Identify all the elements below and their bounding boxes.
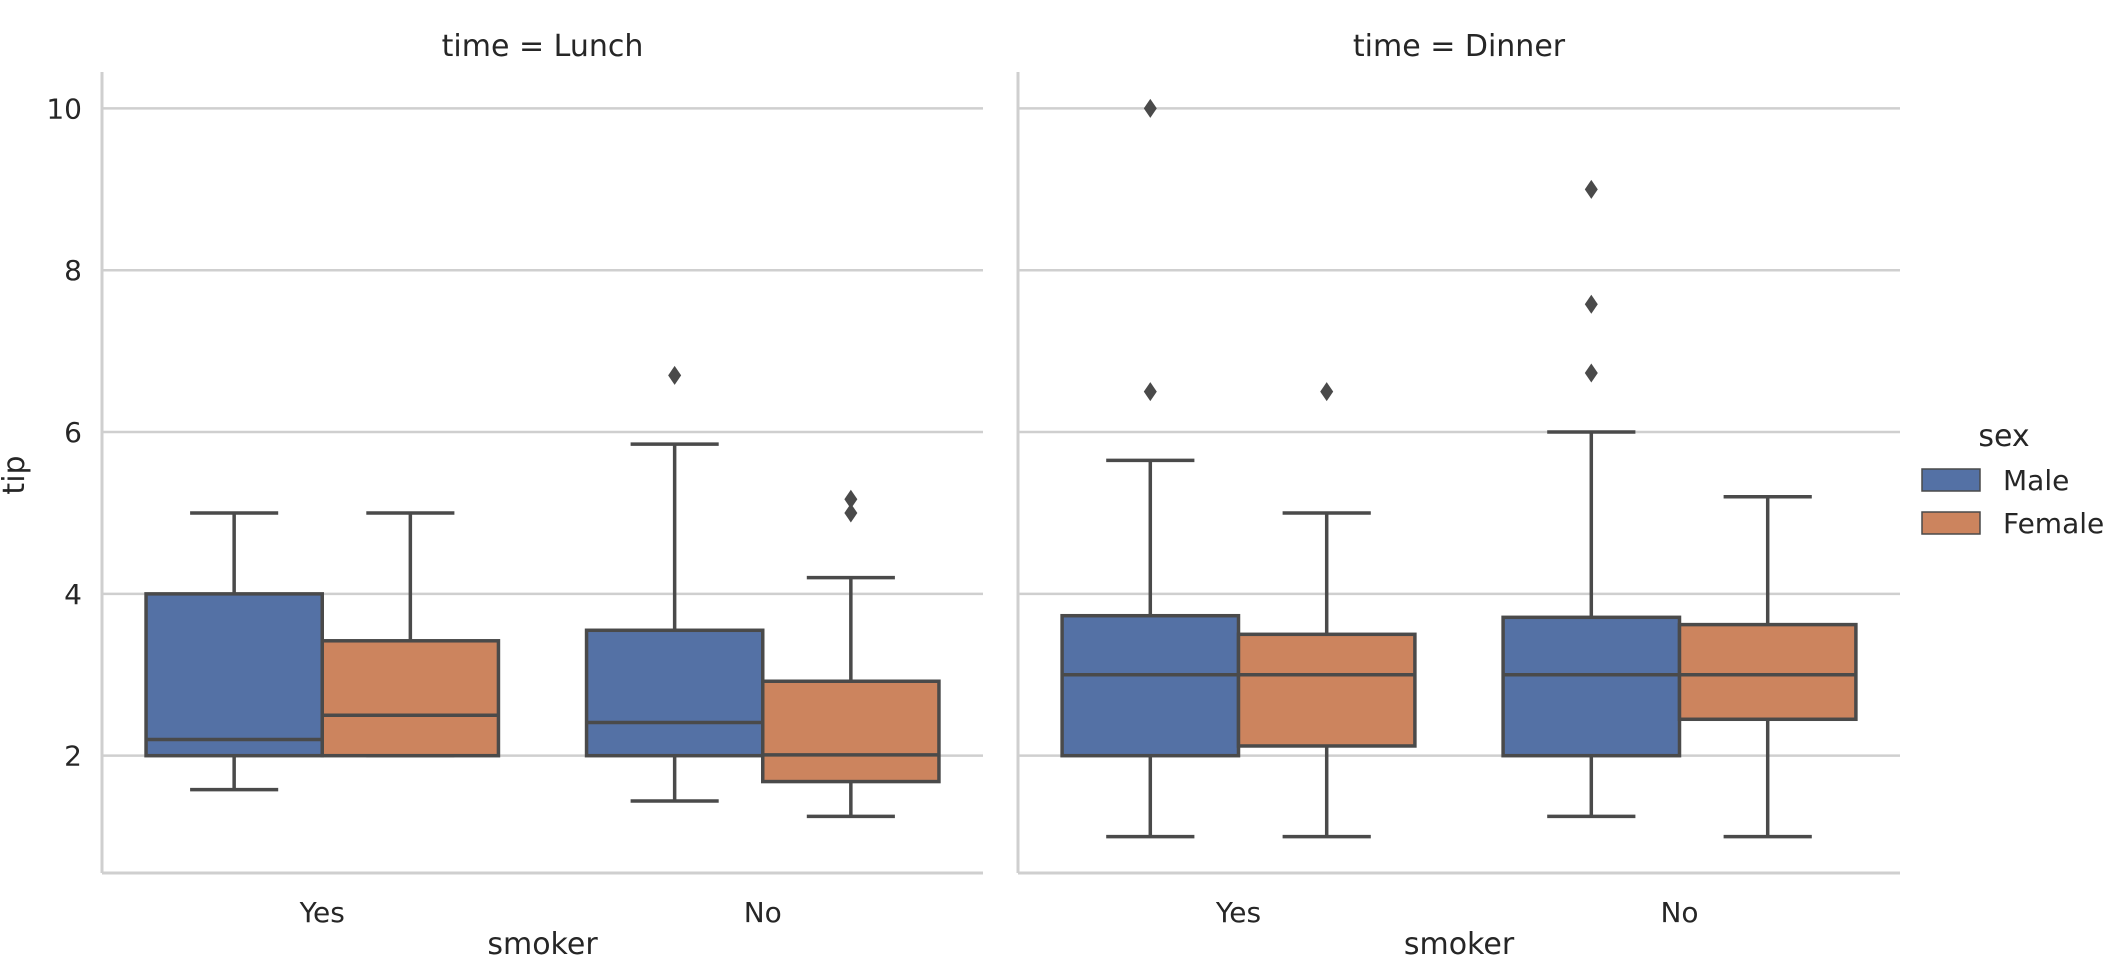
x-tick-label: No bbox=[1660, 896, 1698, 929]
box-male-no bbox=[1501, 179, 1682, 819]
x-axis-label: smoker bbox=[1404, 927, 1515, 960]
outlier-point bbox=[1584, 294, 1598, 314]
box-male-yes bbox=[1060, 98, 1241, 839]
box-male-no bbox=[584, 365, 765, 803]
outlier-point bbox=[844, 503, 858, 523]
outlier-point bbox=[1584, 363, 1598, 383]
y-axis-label: tip bbox=[0, 455, 32, 494]
y-tick-label: 6 bbox=[64, 416, 82, 449]
box-female-yes bbox=[1236, 382, 1417, 839]
outlier-point bbox=[844, 489, 858, 509]
legend-entries: Male Female bbox=[1921, 464, 2104, 540]
legend-title: sex bbox=[1978, 419, 2029, 454]
box-body bbox=[584, 628, 765, 758]
box-body bbox=[320, 639, 501, 758]
legend: sex Male Female bbox=[1921, 419, 2104, 540]
box-female-no bbox=[761, 489, 941, 819]
x-tick-label: Yes bbox=[299, 896, 345, 929]
facet-panel-2: time = Dinner smoker Yes No bbox=[1016, 29, 1900, 962]
facet-title: time = Dinner bbox=[1353, 29, 1566, 64]
box-female-no bbox=[1677, 495, 1858, 839]
box-body bbox=[1236, 632, 1417, 748]
box-female-yes bbox=[320, 511, 501, 758]
legend-label-female: Female bbox=[2003, 507, 2104, 540]
legend-swatch-male bbox=[1921, 468, 1981, 492]
y-tick-label: 2 bbox=[64, 740, 82, 773]
facet-panel-1: 2 4 6 8 10 time = Lunch smoker Yes No bbox=[46, 29, 983, 962]
box-male-yes bbox=[144, 511, 324, 792]
outlier-point bbox=[1143, 98, 1157, 118]
box-body bbox=[1060, 613, 1241, 758]
legend-label-male: Male bbox=[2003, 464, 2069, 497]
y-tick-label: 4 bbox=[64, 578, 82, 611]
x-tick-label: Yes bbox=[1215, 896, 1261, 929]
outlier-point bbox=[1584, 179, 1598, 199]
outlier-point bbox=[668, 365, 682, 385]
facet-title: time = Lunch bbox=[442, 29, 644, 64]
outlier-point bbox=[1143, 382, 1157, 402]
x-tick-label: No bbox=[744, 896, 782, 929]
box-body bbox=[1501, 615, 1682, 758]
outlier-point bbox=[1320, 382, 1334, 402]
box-body bbox=[761, 679, 941, 784]
y-tick-label: 8 bbox=[64, 254, 82, 287]
box-body bbox=[144, 592, 324, 758]
legend-swatch-female bbox=[1921, 511, 1981, 535]
x-axis-label: smoker bbox=[487, 927, 598, 960]
box-body bbox=[1677, 622, 1858, 722]
y-tick-label: 10 bbox=[46, 92, 82, 125]
